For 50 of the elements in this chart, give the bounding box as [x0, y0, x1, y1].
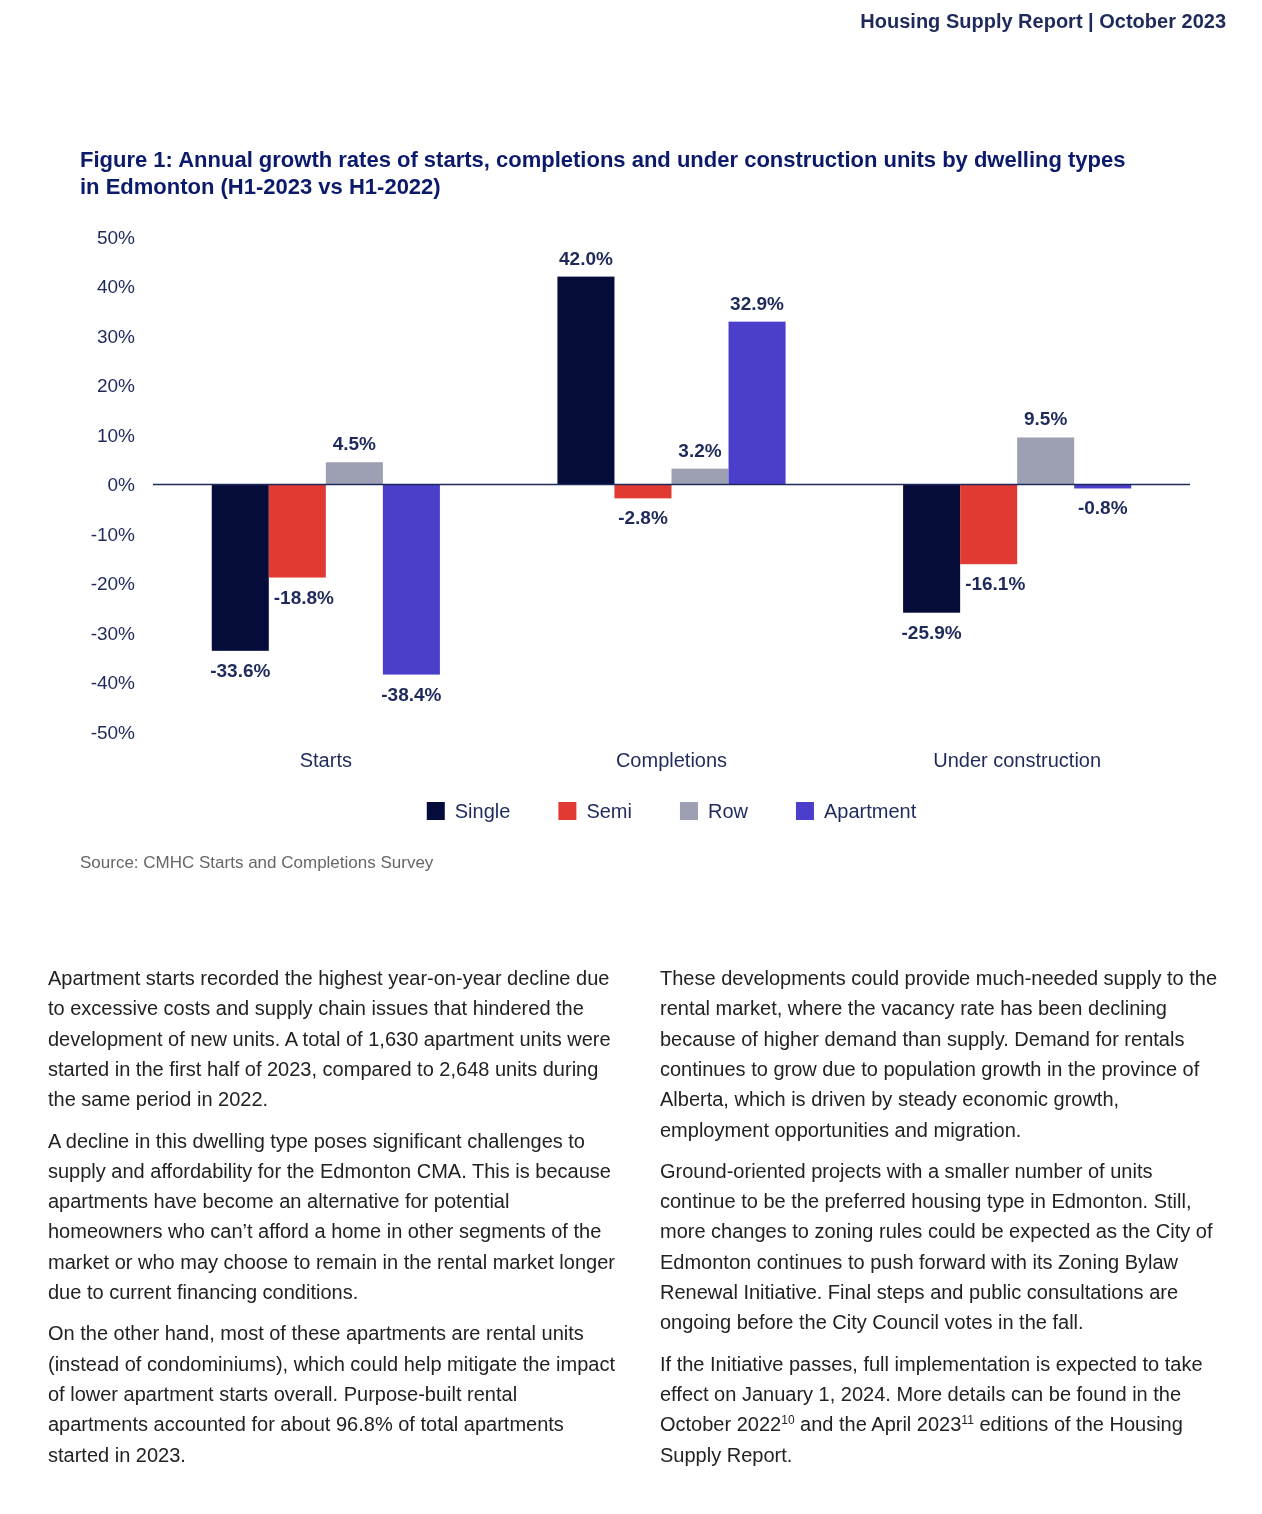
- bar: [211, 484, 269, 651]
- text: On the other hand, most of these apartments are rental units (instead of condominiums), which could help mitigate the impact of lower apartment starts overall. Purpose-built rental apartments accounted for about 96.8% of total apartments started in 2023.: [48, 1322, 616, 1466]
- text: Ground-oriented projects with a smaller number of units continue to be the preferred housing type in Edmonton. Still, more changes to zoning rules could be expected as the City of Edmonton continues to push forward with its Zoning Bylaw Renewal Initiative. Final steps and public consultations are ongoing before the City Council votes in the fall.: [660, 1159, 1213, 1334]
- y-tick-label: 0%: [107, 474, 136, 496]
- legend-label: Semi: [586, 800, 632, 822]
- data-label: -38.4%: [381, 683, 442, 705]
- bar: [325, 462, 383, 485]
- bar: [614, 484, 672, 499]
- data-label: -0.8%: [1077, 497, 1128, 519]
- bar: [671, 468, 729, 485]
- bar: [903, 484, 961, 613]
- y-tick-label: -30%: [90, 622, 136, 644]
- bar: [960, 484, 1018, 565]
- y-tick-label: -10%: [90, 523, 136, 545]
- data-label: 32.9%: [730, 292, 785, 314]
- text: These developments could provide much-needed supply to the rental market, where the vacancy rate has been declining because of higher demand than supply. Demand for rentals continues to grow due to population growth in the province of Alberta, which is driven by steady economic growth, employment opportunities and migration.: [660, 967, 1218, 1141]
- bar: [728, 321, 786, 485]
- x-tick-label: Under construction: [933, 749, 1102, 771]
- source-note: Source: CMHC Starts and Completions Survey: [80, 853, 434, 872]
- y-tick-label: 40%: [96, 276, 136, 298]
- x-tick-label: Completions: [615, 749, 728, 771]
- y-tick-label: -20%: [90, 573, 136, 595]
- bar: [268, 484, 326, 578]
- data-label: -18.8%: [273, 586, 335, 608]
- text: If the Initiative passes, full implementation is expected to take effect on January 1, 2024. More details can be found in the October 2022$^{10}$ and the April 2023$^{11}$ editions of the Housing Supply Report.: [660, 1352, 1203, 1466]
- y-tick-label: 20%: [96, 375, 136, 397]
- legend-label: Apartment: [823, 800, 917, 822]
- legend-label: Row: [707, 800, 749, 822]
- data-label: 42.0%: [559, 247, 613, 269]
- data-label: -25.9%: [901, 621, 962, 643]
- y-tick-label: -50%: [90, 721, 136, 743]
- legend-label: Single: [454, 800, 511, 822]
- data-label: -16.1%: [965, 573, 1026, 595]
- bar: [557, 276, 615, 485]
- data-label: -33.6%: [210, 659, 271, 681]
- y-tick-label: 10%: [96, 424, 136, 446]
- data-label: 4.5%: [332, 433, 377, 455]
- bar: [382, 484, 440, 675]
- y-tick-label: 50%: [96, 226, 136, 248]
- text: Housing Supply Report | October 2023: [860, 10, 1226, 32]
- bar: [1017, 437, 1075, 485]
- data-label: 9.5%: [1024, 408, 1068, 430]
- data-label: 3.2%: [678, 439, 722, 461]
- chart-title: Figure 1: Annual growth rates of starts, completions and under construction units by dwelling types in Edmonton (H1-2023 vs H1-2022): [80, 147, 1126, 199]
- x-tick-label: Starts: [299, 749, 352, 771]
- y-tick-label: -40%: [90, 672, 136, 694]
- text: A decline in this dwelling type poses significant challenges to supply and affordability for the Edmonton CMA. This is because apartments have become an alternative for potential homeowners who can’t afford a home in other segments of the market or who may choose to remain in the rental market longer due to current financing conditions.: [48, 1129, 616, 1303]
- text: Apartment starts recorded the highest year-on-year decline due to excessive costs and supply chain issues that hindered the development of new units. A total of 1,630 apartment units were started in the first half of 2023, compared to 2,648 units during the same period in 2022.: [48, 967, 611, 1111]
- y-tick-label: 30%: [96, 325, 136, 347]
- data-label: -2.8%: [618, 507, 668, 529]
